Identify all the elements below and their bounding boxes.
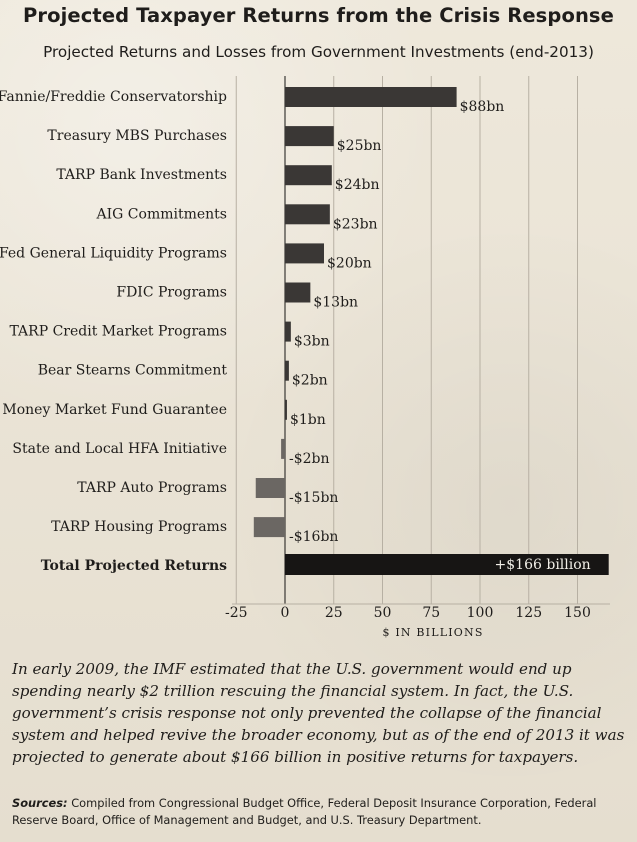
chart-subtitle: Projected Returns and Losses from Govern… [43,43,594,61]
data-label: $23bn [333,216,378,232]
category-label: FDIC Programs [116,285,227,301]
category-label: Bear Stearns Commitment [38,363,228,379]
data-bar [285,282,311,303]
x-tick-label: 125 [515,605,542,621]
data-label: -$15bn [289,490,338,506]
data-bar [285,360,289,381]
sources-label: Sources: [12,796,68,810]
category-label: Treasury MBS Purchases [47,128,227,144]
data-label: -$16bn [289,529,338,545]
category-label: TARP Credit Market Programs [9,324,227,340]
data-label: $3bn [294,334,330,350]
data-label: $13bn [313,295,358,311]
x-tick-label: 0 [281,605,290,621]
data-bar [285,165,332,186]
x-tick-label: 50 [374,605,392,621]
data-bar [285,126,334,147]
total-label: Total Projected Returns [41,558,227,574]
chart-title: Projected Taxpayer Returns from the Cris… [23,4,614,27]
x-axis-title: $ IN BILLIONS [382,626,483,639]
bar-chart: Fannie/Freddie Conservatorship $88bn Treas… [0,76,610,639]
x-tick-label: 25 [325,605,343,621]
category-label: Fed General Liquidity Programs [0,245,227,261]
category-label: Fannie/Freddie Conservatorship [0,89,227,105]
category-label: TARP Housing Programs [51,519,227,535]
data-label: $20bn [327,255,372,271]
sources-note: Sources: Compiled from Congressional Bud… [12,795,628,829]
total-data-label: +$166 billion [495,557,591,573]
category-label: TARP Auto Programs [77,480,227,496]
data-bar [281,438,285,459]
x-tick-label: 75 [422,605,440,621]
total-bar [285,554,609,575]
data-label: $88bn [460,99,505,115]
data-label: $2bn [292,373,328,389]
chart-caption: In early 2009, the IMF estimated that th… [12,660,625,766]
x-tick-label: 150 [564,605,591,621]
x-tick-label: 100 [467,605,494,621]
data-bar [253,517,285,538]
category-label: TARP Bank Investments [56,167,227,183]
sources-text: Compiled from Congressional Budget Offic… [12,796,597,827]
data-label: $24bn [335,177,380,193]
category-label: State and Local HFA Initiative [12,441,227,457]
category-label: Money Market Fund Guarantee [2,402,227,418]
data-bar [285,204,330,225]
data-bar [285,321,291,342]
data-label: -$2bn [289,451,330,467]
x-tick-label: -25 [225,605,248,621]
data-bar [285,87,457,107]
data-label: $25bn [337,138,382,154]
category-label: AIG Commitments [96,206,227,222]
chart-container: Fannie/Freddie Conservatorship $88bn Treas… [0,76,637,646]
data-bar [285,243,324,264]
data-bar [285,399,287,420]
data-label: $1bn [290,412,326,428]
data-bar [255,478,285,498]
